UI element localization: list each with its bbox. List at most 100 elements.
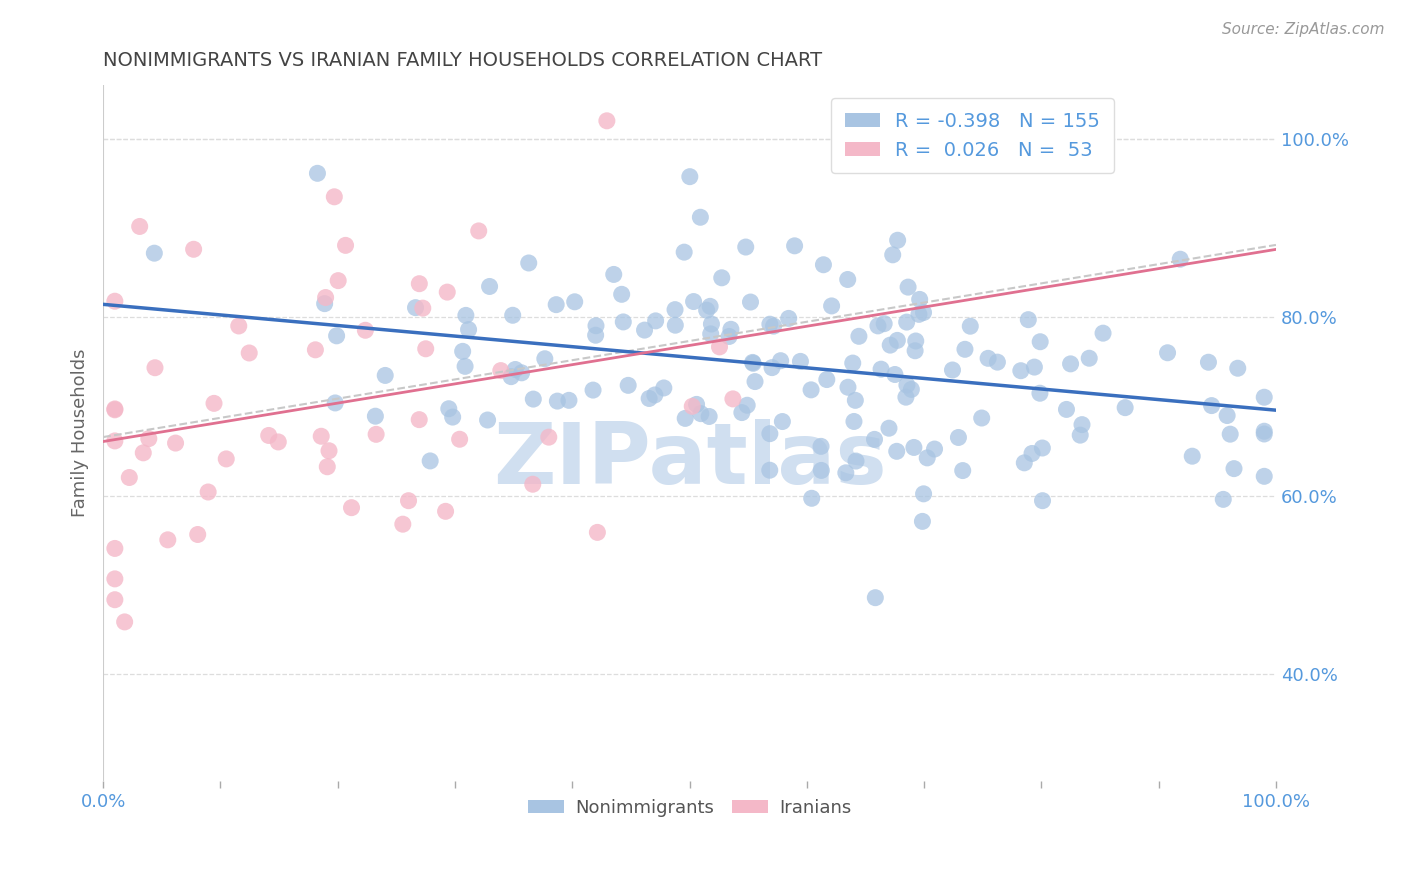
Point xyxy=(612,315,634,329)
Point xyxy=(437,401,460,416)
Point xyxy=(415,342,437,356)
Point xyxy=(1253,427,1275,442)
Point xyxy=(238,346,260,360)
Point xyxy=(886,444,908,458)
Point xyxy=(596,113,619,128)
Point xyxy=(710,270,733,285)
Point xyxy=(478,279,501,293)
Point xyxy=(419,454,441,468)
Point xyxy=(873,317,896,331)
Point xyxy=(1219,427,1241,442)
Point xyxy=(915,450,938,465)
Point xyxy=(517,256,540,270)
Point xyxy=(374,368,396,383)
Point xyxy=(522,477,544,491)
Point xyxy=(912,487,935,501)
Point xyxy=(398,493,420,508)
Point xyxy=(815,373,838,387)
Point xyxy=(761,360,783,375)
Point xyxy=(681,399,703,413)
Point xyxy=(104,434,127,448)
Point xyxy=(1201,399,1223,413)
Point xyxy=(502,308,524,322)
Point xyxy=(904,343,927,358)
Point xyxy=(731,406,754,420)
Point xyxy=(638,392,661,406)
Point xyxy=(316,459,339,474)
Point xyxy=(911,515,934,529)
Point xyxy=(104,401,127,416)
Point xyxy=(1181,449,1204,463)
Point xyxy=(845,454,868,468)
Point xyxy=(633,323,655,337)
Point xyxy=(837,272,859,286)
Point xyxy=(741,355,763,369)
Point xyxy=(354,323,377,337)
Point xyxy=(1017,312,1039,326)
Point xyxy=(1114,401,1136,415)
Point xyxy=(959,319,981,334)
Point xyxy=(682,294,704,309)
Point xyxy=(1085,139,1108,153)
Point xyxy=(769,353,792,368)
Point xyxy=(783,239,806,253)
Point xyxy=(1031,441,1053,455)
Point xyxy=(912,305,935,319)
Point xyxy=(586,525,609,540)
Point xyxy=(697,409,720,424)
Point xyxy=(364,409,387,424)
Point xyxy=(1024,360,1046,375)
Point xyxy=(941,363,963,377)
Point xyxy=(903,441,925,455)
Point xyxy=(202,396,225,410)
Point xyxy=(673,411,696,425)
Point xyxy=(740,295,762,310)
Point xyxy=(904,334,927,348)
Point xyxy=(953,343,976,357)
Point xyxy=(842,356,865,370)
Y-axis label: Family Households: Family Households xyxy=(72,349,89,517)
Point xyxy=(863,433,886,447)
Point xyxy=(328,274,350,288)
Point xyxy=(970,411,993,425)
Point xyxy=(762,319,785,334)
Point xyxy=(309,429,332,443)
Point xyxy=(564,294,586,309)
Point xyxy=(156,533,179,547)
Point xyxy=(118,470,141,484)
Point xyxy=(924,442,946,456)
Point xyxy=(800,383,823,397)
Point xyxy=(1029,334,1052,349)
Point xyxy=(617,378,640,392)
Point xyxy=(366,427,388,442)
Point xyxy=(685,397,707,411)
Point xyxy=(696,303,718,318)
Point xyxy=(699,299,721,313)
Point xyxy=(197,485,219,500)
Point xyxy=(1056,402,1078,417)
Point xyxy=(467,224,489,238)
Point xyxy=(1014,456,1036,470)
Point xyxy=(1059,357,1081,371)
Point xyxy=(165,436,187,450)
Point xyxy=(813,258,835,272)
Point xyxy=(908,293,931,307)
Point xyxy=(1092,326,1115,341)
Point xyxy=(510,366,533,380)
Point xyxy=(894,390,917,404)
Point xyxy=(104,572,127,586)
Point xyxy=(143,360,166,375)
Point xyxy=(709,340,731,354)
Point xyxy=(689,211,711,225)
Point xyxy=(1069,428,1091,442)
Point xyxy=(104,294,127,309)
Point xyxy=(679,169,702,184)
Point xyxy=(610,287,633,301)
Point xyxy=(434,504,457,518)
Point xyxy=(451,344,474,359)
Point xyxy=(897,280,920,294)
Point xyxy=(449,432,471,446)
Point xyxy=(1223,461,1246,475)
Point xyxy=(644,388,666,402)
Point xyxy=(720,322,742,336)
